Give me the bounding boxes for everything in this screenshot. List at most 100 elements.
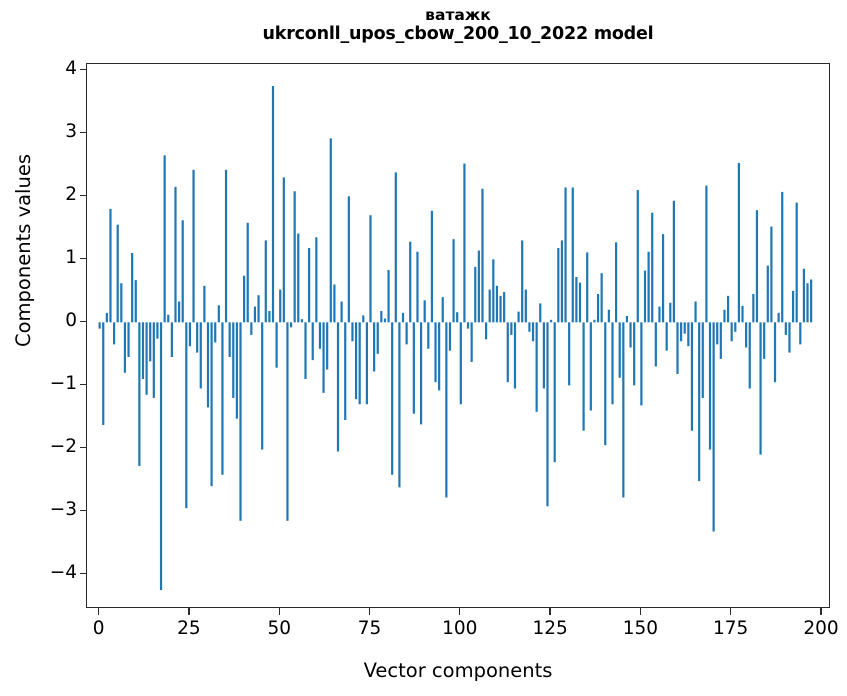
bar	[748, 322, 751, 389]
bar	[181, 220, 184, 323]
bar	[318, 322, 322, 349]
y-tick-mark	[79, 68, 86, 70]
bar	[159, 322, 163, 591]
x-tick-label: 175	[713, 618, 749, 639]
bar	[477, 250, 480, 323]
bar	[264, 240, 267, 323]
bar	[354, 322, 358, 400]
bar	[708, 322, 712, 450]
bar	[398, 322, 401, 488]
bar	[560, 240, 564, 323]
bar	[564, 187, 567, 323]
bar	[253, 306, 257, 323]
bar	[665, 322, 668, 351]
bar	[322, 322, 325, 393]
x-tick-label: 125	[532, 618, 568, 639]
bar	[102, 322, 105, 426]
bar	[116, 224, 119, 323]
bar	[196, 322, 199, 353]
bar	[550, 319, 553, 323]
bar	[109, 208, 112, 323]
bar	[726, 295, 730, 323]
bar	[734, 322, 737, 332]
x-axis-label: Vector components	[363, 659, 553, 682]
bar	[315, 237, 318, 323]
bar	[149, 322, 152, 362]
bar	[282, 177, 285, 323]
bar	[174, 186, 177, 323]
bar	[593, 319, 596, 323]
bar	[178, 301, 181, 323]
bar	[568, 322, 571, 386]
x-tick-label: 25	[177, 618, 201, 639]
bar	[250, 322, 253, 335]
bar	[170, 322, 173, 357]
x-tick-mark	[278, 608, 280, 615]
bar	[387, 270, 390, 323]
bar	[770, 226, 773, 323]
bar	[698, 322, 701, 482]
plot-area	[87, 64, 829, 607]
y-tick-mark	[79, 194, 86, 196]
bar	[257, 295, 260, 323]
bar	[636, 190, 639, 323]
x-tick-label: 0	[92, 618, 105, 639]
bar	[268, 310, 271, 323]
bar	[261, 322, 264, 450]
bar	[752, 293, 755, 323]
x-tick-mark	[97, 608, 100, 615]
bar	[308, 247, 311, 323]
y-tick-label: 3	[65, 120, 77, 142]
bar	[271, 86, 275, 323]
bar	[524, 289, 527, 323]
bar	[586, 252, 589, 323]
bar	[210, 322, 213, 487]
bar	[167, 314, 170, 323]
x-tick-mark	[188, 608, 190, 615]
bar-series	[98, 86, 813, 591]
y-tick-mark	[79, 320, 86, 322]
bar	[575, 276, 578, 323]
y-tick-mark	[79, 572, 86, 575]
bar	[546, 322, 549, 507]
bar	[304, 322, 307, 380]
bar	[336, 322, 340, 452]
bar	[145, 322, 148, 395]
bar	[589, 322, 592, 411]
bar	[495, 285, 499, 323]
y-axis-label: Components values	[12, 154, 35, 347]
bar	[654, 322, 657, 367]
bar	[214, 322, 217, 343]
bar	[98, 322, 101, 329]
y-tick-label: 4	[65, 57, 77, 79]
bar	[651, 212, 654, 323]
bar	[481, 188, 484, 323]
bar	[217, 305, 220, 323]
bar	[340, 301, 343, 323]
bar	[365, 322, 368, 405]
bar	[658, 306, 661, 323]
bar	[466, 322, 470, 329]
y-tick-mark	[79, 383, 86, 386]
bar	[672, 200, 675, 323]
y-tick-mark	[79, 509, 86, 512]
bar	[391, 322, 394, 475]
bar	[795, 202, 798, 323]
plot-axes	[86, 63, 830, 608]
bar	[329, 138, 332, 323]
bar	[243, 275, 246, 323]
x-tick-mark	[820, 608, 822, 615]
bar	[203, 285, 206, 323]
x-tick-label: 200	[803, 618, 839, 639]
chart-title-line-1: ватажк	[425, 6, 491, 24]
bar	[235, 322, 238, 419]
bar	[730, 322, 733, 342]
bar	[423, 300, 426, 323]
bar	[492, 259, 495, 323]
x-tick-mark	[459, 608, 461, 615]
x-tick-mark	[368, 608, 371, 615]
bar	[791, 290, 795, 323]
chart-title: ватажк ukrconll_upos_cbow_200_10_2022 mo…	[86, 6, 830, 45]
bar	[604, 322, 607, 446]
x-tick-mark	[549, 608, 551, 615]
